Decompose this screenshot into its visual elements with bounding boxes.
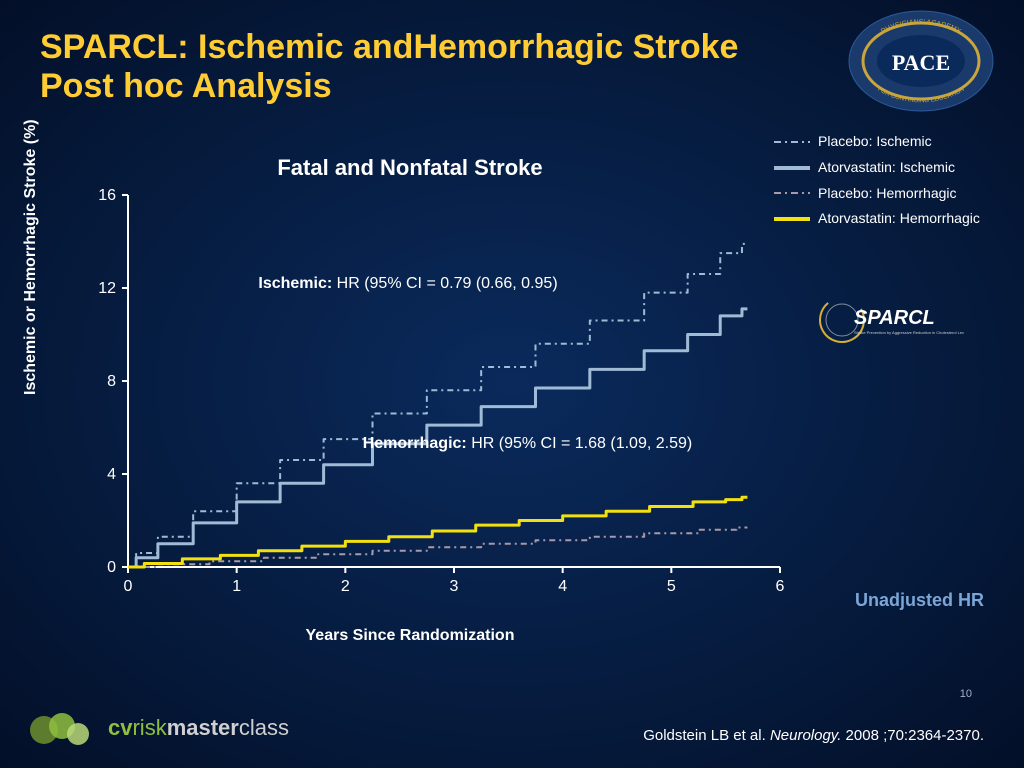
footer-brand-logo: cvriskmasterclass [28,708,289,748]
citation-authors: Goldstein LB et al. [643,727,770,744]
citation-rest: 2008 ;70:2364-2370. [841,727,984,744]
legend-row: Placebo: Hemorrhagic [774,182,984,206]
legend-row: Atorvastatin: Ischemic [774,156,984,180]
svg-text:4: 4 [558,578,567,595]
pace-badge-logo: PACE PHYSICIANS' ACADEMY FOR CONTINUING … [846,6,996,116]
svg-text:8: 8 [107,373,116,390]
legend-swatch [774,161,810,175]
chart-title: Fatal and Nonfatal Stroke [50,155,770,181]
slide-number: 10 [960,688,972,700]
footer-brand-text: cvriskmasterclass [108,715,289,741]
chart-container: Fatal and Nonfatal Stroke Ischemic or He… [50,155,770,635]
svg-text:16: 16 [98,187,116,204]
x-axis-label: Years Since Randomization [50,627,770,645]
citation-text: Goldstein LB et al. Neurology. 2008 ;70:… [643,727,984,744]
svg-text:PACE: PACE [892,50,950,75]
unadjusted-hr-label: Unadjusted HR [855,590,984,611]
svg-text:0: 0 [107,559,116,576]
legend-label: Placebo: Hemorrhagic [818,182,957,206]
legend-swatch [774,135,810,149]
svg-text:Ischemic: HR (95% CI = 0.79 (0: Ischemic: HR (95% CI = 0.79 (0.66, 0.95) [258,275,557,292]
svg-text:12: 12 [98,280,116,297]
footer-circles-icon [28,708,98,748]
svg-text:Stroke Prevention by Aggressiv: Stroke Prevention by Aggressive Reductio… [854,330,964,335]
svg-text:Hemorrhagic: HR (95% CI = 1.68: Hemorrhagic: HR (95% CI = 1.68 (1.09, 2.… [363,435,692,452]
svg-text:0: 0 [124,578,133,595]
line-chart: 04812160123456Ischemic: HR (95% CI = 0.7… [90,187,790,607]
legend-label: Atorvastatin: Hemorrhagic [818,207,980,231]
legend-label: Placebo: Ischemic [818,130,932,154]
svg-text:4: 4 [107,466,116,483]
legend-label: Atorvastatin: Ischemic [818,156,955,180]
svg-text:3: 3 [450,578,459,595]
chart-legend: Placebo: IschemicAtorvastatin: IschemicP… [774,130,984,233]
sparcl-logo: SPARCL Stroke Prevention by Aggressive R… [814,290,964,350]
svg-text:5: 5 [667,578,676,595]
svg-text:6: 6 [776,578,785,595]
legend-row: Atorvastatin: Hemorrhagic [774,207,984,231]
legend-row: Placebo: Ischemic [774,130,984,154]
citation-journal: Neurology. [770,727,841,744]
y-axis-label: Ischemic or Hemorrhagic Stroke (%) [22,119,40,395]
svg-text:1: 1 [232,578,241,595]
slide-title: SPARCL: Ischemic andHemorrhagic Stroke P… [40,28,740,106]
svg-text:SPARCL: SPARCL [854,307,935,329]
svg-text:2: 2 [341,578,350,595]
